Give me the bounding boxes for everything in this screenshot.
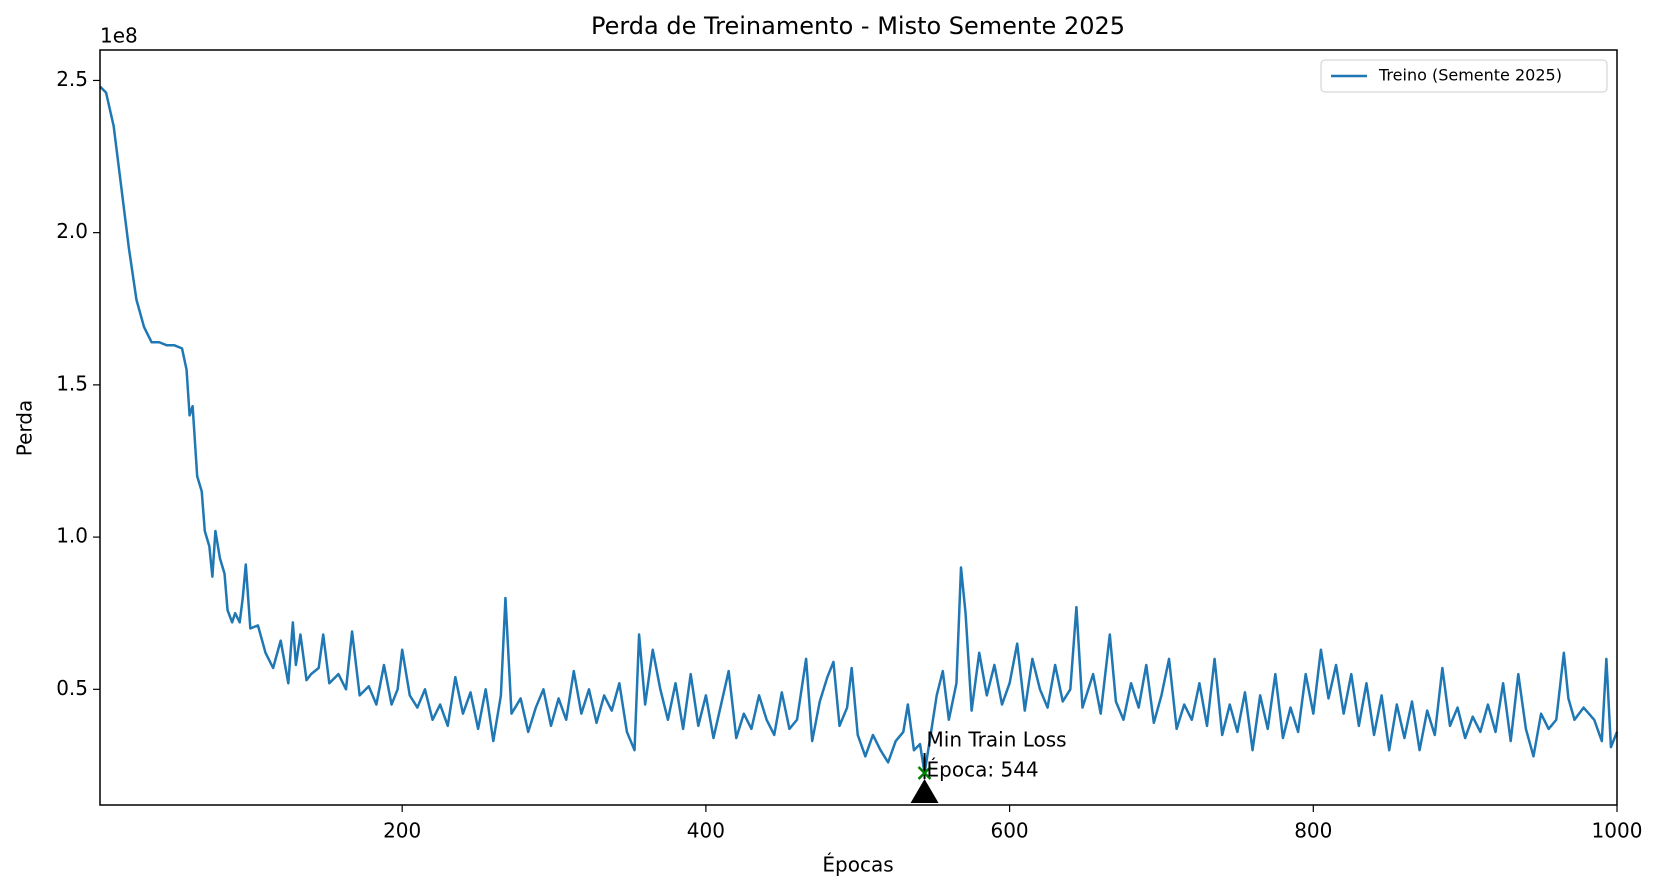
legend-label: Treino (Semente 2025) bbox=[1378, 66, 1562, 85]
min-marker bbox=[917, 766, 932, 780]
y-tick-label: 1.5 bbox=[56, 371, 88, 395]
x-tick-label: 1000 bbox=[1592, 819, 1643, 843]
y-offset-label: 1e8 bbox=[100, 24, 138, 48]
annotation-arrow bbox=[910, 779, 939, 803]
x-axis-label: Épocas bbox=[822, 853, 893, 877]
y-axis-label: Perda bbox=[13, 400, 37, 456]
series-line bbox=[99, 85, 1619, 775]
chart-title: Perda de Treinamento - Misto Semente 202… bbox=[591, 12, 1125, 40]
x-tick-label: 400 bbox=[687, 819, 725, 843]
min-marker-stroke bbox=[917, 766, 932, 780]
annotation-text: Min Train Loss bbox=[927, 728, 1067, 752]
x-tick-label: 600 bbox=[990, 819, 1028, 843]
annotation-text: Época: 544 bbox=[927, 758, 1039, 782]
y-tick-label: 2.5 bbox=[56, 67, 88, 91]
y-tick-label: 1.0 bbox=[56, 524, 88, 548]
y-tick-label: 2.0 bbox=[56, 219, 88, 243]
legend-box bbox=[1320, 59, 1608, 93]
x-tick-label: 800 bbox=[1294, 819, 1332, 843]
x-tick-label: 200 bbox=[383, 819, 421, 843]
y-tick-label: 0.5 bbox=[56, 676, 88, 700]
plot-frame bbox=[99, 49, 1618, 806]
